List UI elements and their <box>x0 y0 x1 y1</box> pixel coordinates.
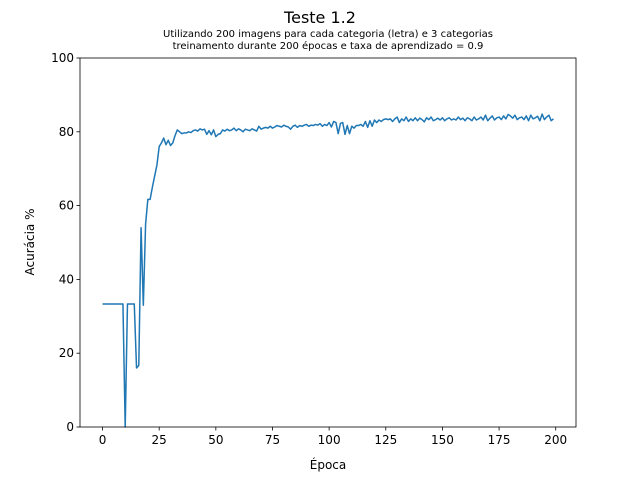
chart-subtitle: Utilizando 200 imagens para cada categor… <box>163 29 493 40</box>
x-tick-label: 100 <box>318 433 341 447</box>
y-tick-label: 20 <box>59 346 74 360</box>
y-tick-label: 60 <box>59 199 74 213</box>
y-tick-label: 0 <box>66 420 74 434</box>
plot-frame <box>79 57 577 428</box>
x-tick-label: 25 <box>152 433 167 447</box>
x-tick-label: 75 <box>265 433 280 447</box>
y-tick-label: 100 <box>51 51 74 65</box>
y-axis-label: Acurácia % <box>23 209 37 276</box>
x-tick-label: 0 <box>99 433 107 447</box>
x-axis-label: Época <box>310 457 347 472</box>
x-tick-label: 50 <box>208 433 223 447</box>
y-tick-label: 40 <box>59 272 74 286</box>
x-tick-label: 175 <box>488 433 511 447</box>
chart-subtitle: treinamento durante 200 épocas e taxa de… <box>173 40 484 52</box>
chart-title: Teste 1.2 <box>283 8 356 27</box>
data-line <box>102 113 554 428</box>
x-tick-label: 200 <box>544 433 567 447</box>
x-tick-label: 150 <box>431 433 454 447</box>
x-tick-label: 125 <box>374 433 397 447</box>
y-tick-label: 80 <box>59 125 74 139</box>
